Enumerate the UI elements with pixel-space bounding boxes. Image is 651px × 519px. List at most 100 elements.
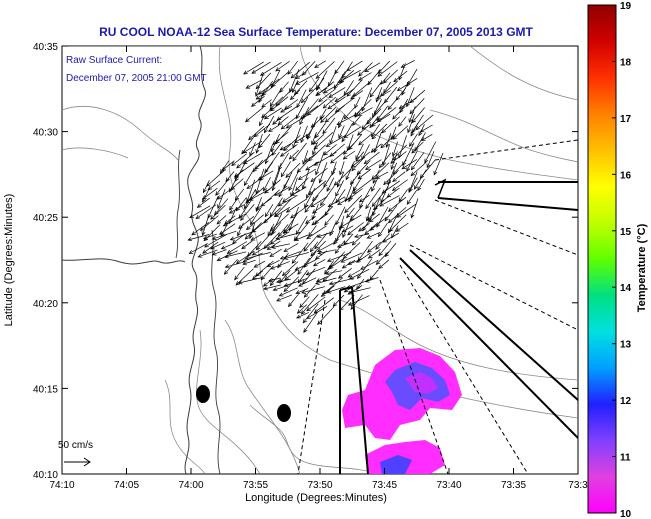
current-vector (254, 153, 274, 170)
current-vector (392, 171, 406, 182)
current-vector (335, 222, 344, 243)
current-vector (238, 277, 263, 284)
current-vector (356, 252, 371, 263)
current-vector-head (346, 92, 351, 97)
current-vector-head (242, 149, 248, 154)
current-vector (379, 195, 400, 207)
current-vector-head (406, 167, 411, 172)
current-vector-head (283, 248, 289, 252)
current-vector (283, 135, 301, 151)
current-vector (411, 198, 419, 218)
current-vector-head (247, 252, 252, 257)
current-vector (290, 61, 310, 79)
current-vector (274, 198, 292, 217)
current-vector-head (393, 77, 398, 83)
current-vector (357, 168, 372, 180)
current-vector-head (375, 97, 380, 103)
current-vector (230, 231, 254, 241)
current-vector (306, 296, 326, 312)
current-vector (392, 179, 408, 191)
current-vector (212, 249, 227, 256)
current-vector (270, 213, 289, 231)
radar-sector-lines (297, 139, 578, 474)
x-axis-label: Longitude (Degrees:Minutes) (245, 492, 387, 504)
current-vector-head (327, 105, 333, 110)
current-vector-head (296, 314, 301, 319)
current-vector (300, 105, 319, 119)
current-vector (303, 234, 319, 252)
x-tick-label: 73:45 (372, 480, 397, 491)
scale-arrow-label: 50 cm/s (58, 440, 93, 451)
current-vector (401, 80, 410, 96)
current-vector (323, 96, 337, 109)
current-vector-head (336, 243, 342, 248)
current-vector-head (310, 177, 315, 183)
current-vector (299, 296, 310, 308)
current-vector (384, 242, 397, 257)
current-vector (401, 59, 415, 68)
current-vector-head (251, 251, 257, 256)
current-vector-head (326, 187, 331, 192)
current-vector (357, 258, 373, 279)
current-vector (202, 215, 210, 236)
current-vector-head (312, 150, 316, 156)
current-vector (410, 161, 427, 176)
current-vector (305, 161, 319, 171)
current-vector-head (322, 89, 328, 94)
current-vector-head (342, 233, 347, 239)
current-vector-head (261, 103, 266, 108)
current-vector (383, 81, 392, 94)
current-vector (376, 90, 391, 99)
current-vector-head (339, 78, 345, 83)
current-vector-head (261, 113, 266, 119)
current-vector-head (343, 288, 349, 293)
current-vector-head (236, 164, 241, 169)
current-vector-head (269, 102, 274, 107)
current-vector (392, 125, 409, 140)
current-vector-head (314, 64, 319, 68)
current-vector (298, 277, 317, 287)
current-vector-head (191, 231, 196, 236)
current-vector (202, 187, 218, 200)
current-vector-head (378, 163, 384, 169)
current-vector (275, 125, 293, 144)
current-vector-head (246, 184, 252, 189)
current-vector-head (230, 185, 235, 191)
current-vector-head (332, 302, 338, 307)
current-vector (252, 270, 264, 280)
current-vector (378, 222, 388, 237)
current-vector (221, 160, 235, 171)
current-vector (312, 185, 326, 202)
current-vector-head (276, 116, 282, 121)
current-vector-head (287, 70, 292, 75)
current-vector (392, 105, 406, 120)
current-vector (315, 277, 337, 285)
current-vector-head (196, 203, 202, 208)
current-vector-head (314, 133, 319, 139)
colorbar-ticks: 10 11 12 13 14 15 16 17 18 19 (612, 1, 632, 519)
current-vector (426, 151, 435, 168)
current-vector-head (384, 252, 389, 258)
x-axis: 74:10 74:05 74:00 73:55 73:50 73:45 73:40 73:35… (49, 46, 588, 491)
current-vector-head (207, 185, 213, 191)
current-vector (296, 89, 307, 108)
current-vector-head (302, 318, 308, 324)
current-vector-head (289, 88, 293, 93)
current-vector-head (370, 132, 375, 138)
current-vector-head (250, 102, 256, 107)
current-vector (313, 259, 326, 267)
current-vector-head (329, 152, 335, 157)
current-vector (302, 150, 309, 165)
current-vector-head (320, 292, 326, 297)
current-vector-head (413, 185, 418, 190)
current-vector (246, 177, 263, 189)
current-vector-head (255, 207, 260, 213)
current-vector-head (363, 159, 369, 165)
current-vector (351, 151, 371, 168)
current-vector (313, 131, 334, 150)
current-vector (309, 78, 320, 92)
current-vector (344, 195, 363, 213)
current-vector-head (237, 280, 243, 285)
current-vector (306, 306, 328, 319)
current-vector-head (294, 139, 299, 144)
